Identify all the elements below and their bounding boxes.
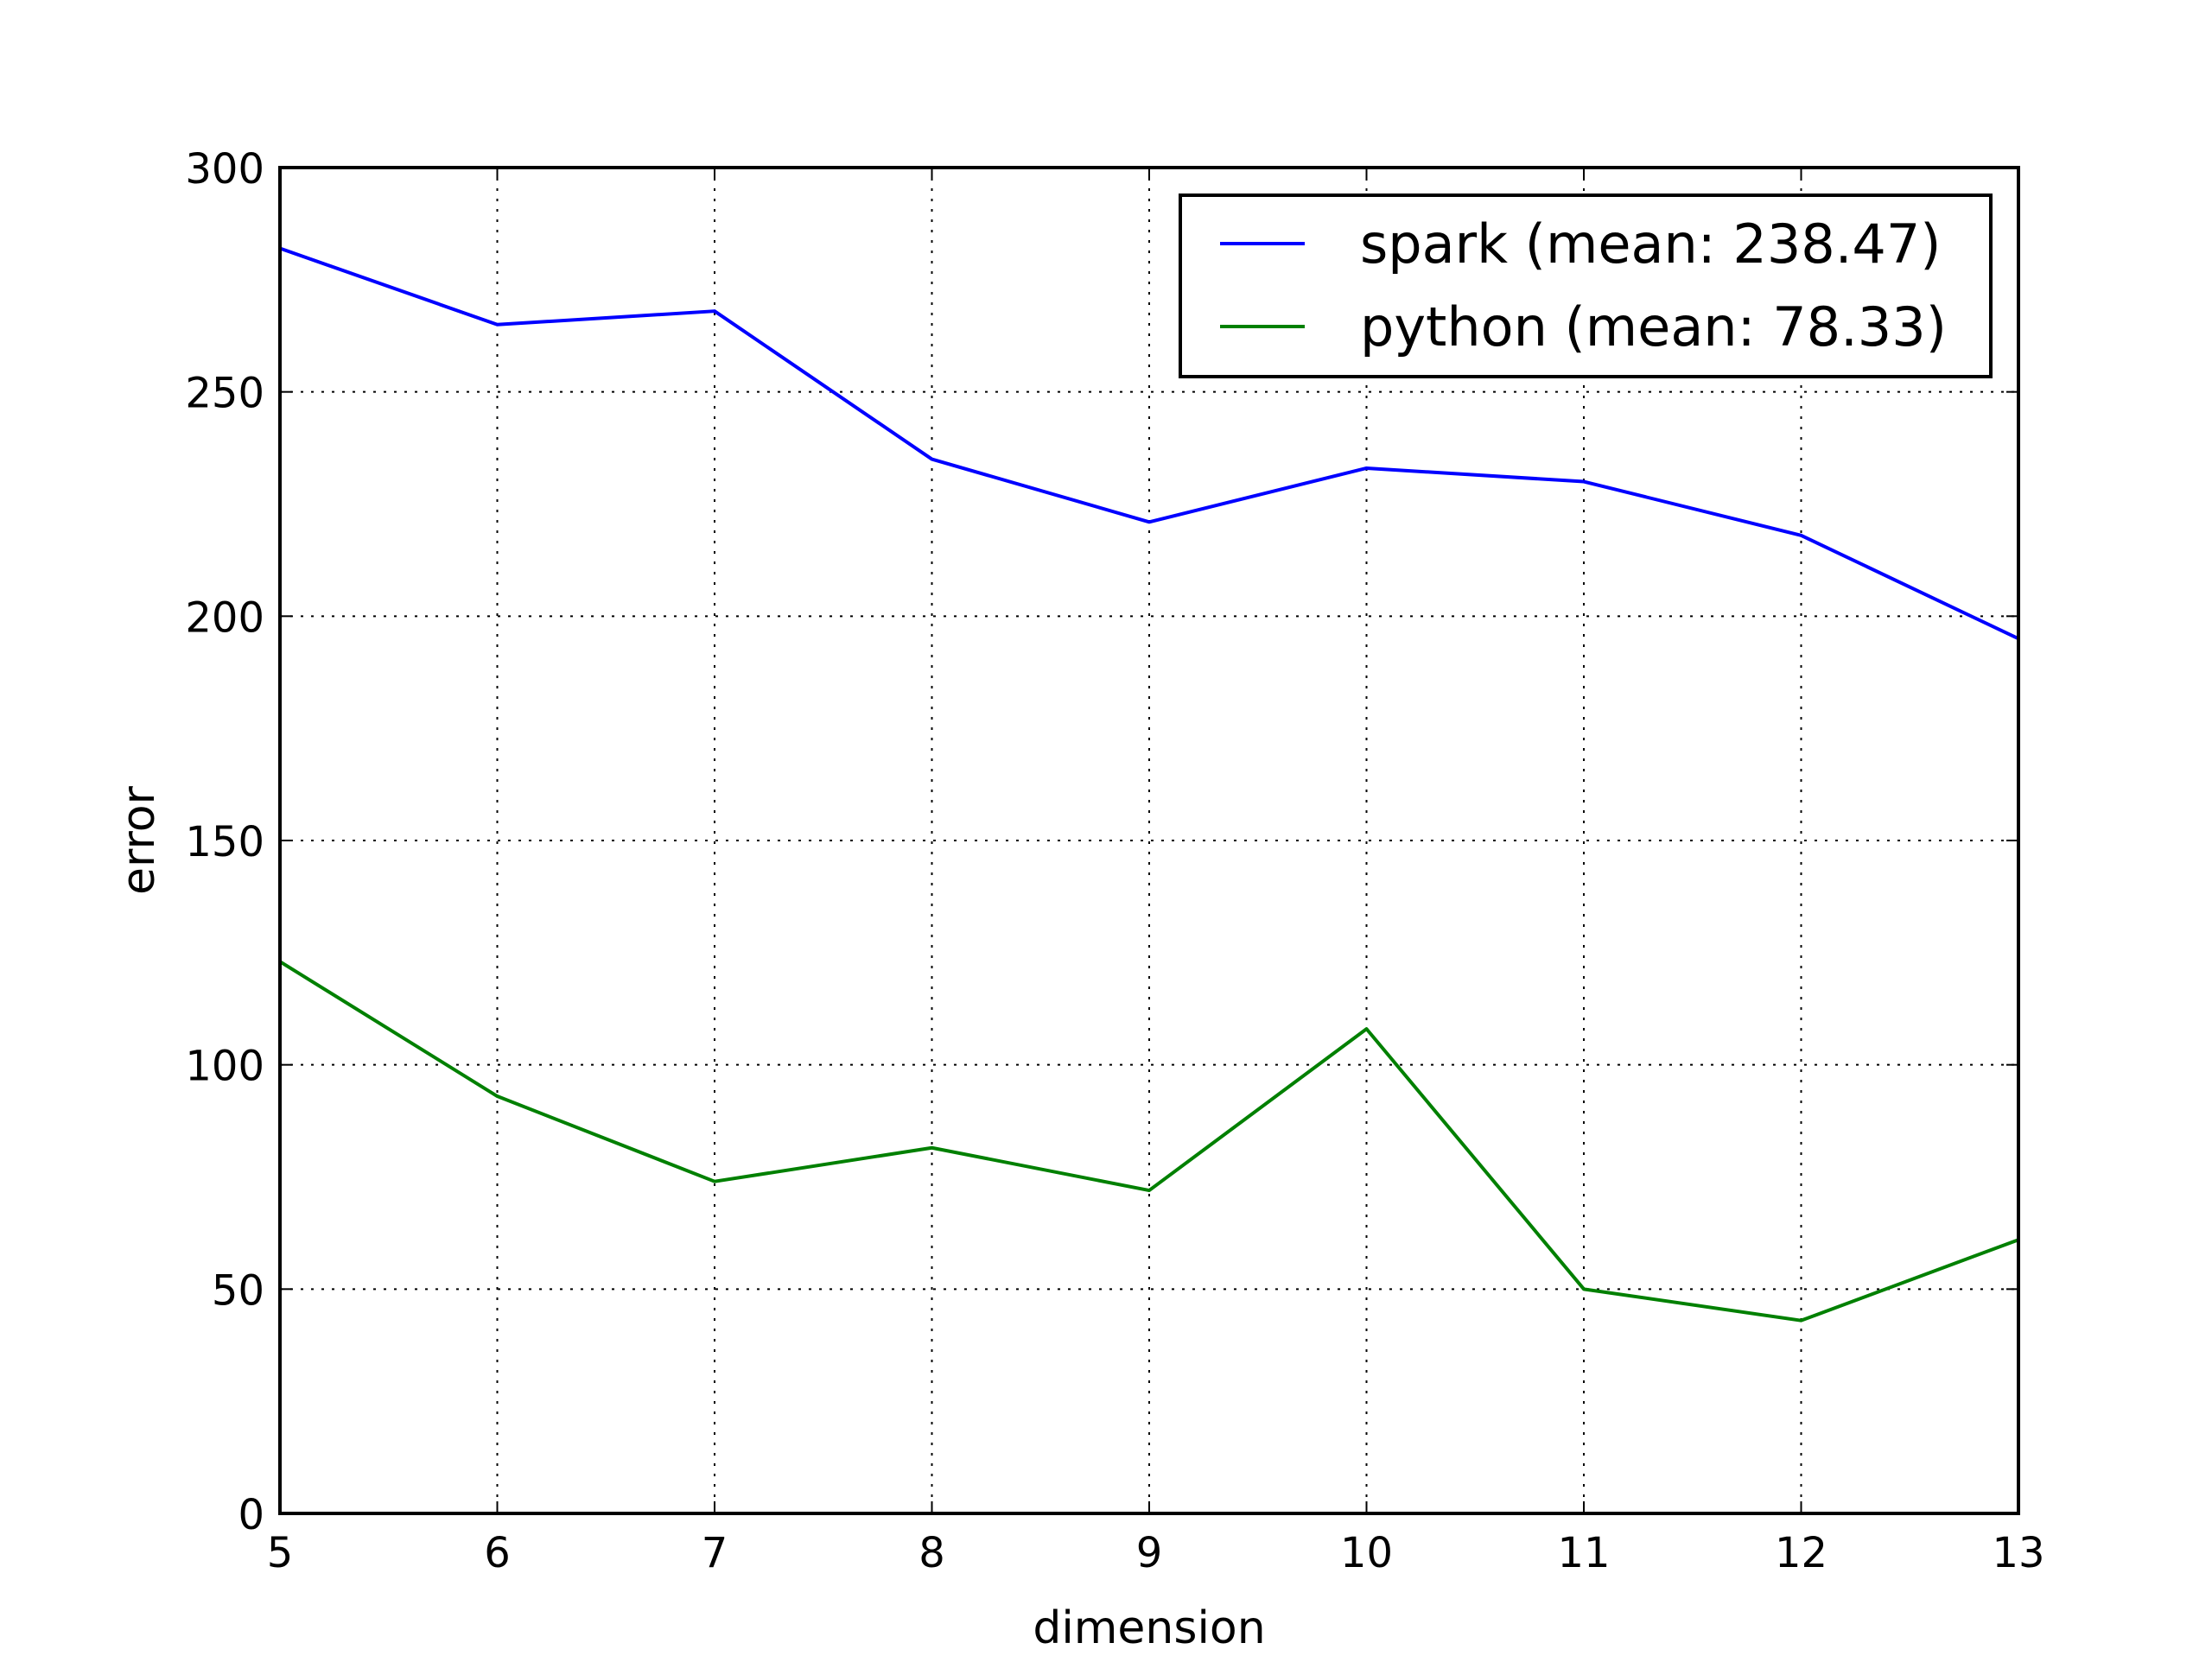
legend: spark (mean: 238.47) python (mean: 78.33… <box>1179 193 1993 378</box>
legend-label-python: python (mean: 78.33) <box>1360 295 1947 358</box>
x-tick-label: 9 <box>1136 1529 1163 1577</box>
x-tick-label: 13 <box>1992 1529 2044 1577</box>
series-lines <box>278 246 2019 1323</box>
tick-labels: 5 6 7 8 9 10 11 12 13 0 50 100 150 200 250 300 <box>185 145 2044 1577</box>
x-tick-label: 11 <box>1557 1529 1610 1577</box>
series-line-python <box>278 960 2019 1323</box>
legend-box <box>1179 193 1993 378</box>
y-tick-label: 200 <box>185 593 264 642</box>
x-tick-label: 8 <box>918 1529 945 1577</box>
x-tick-label: 10 <box>1340 1529 1393 1577</box>
y-tick-label: 100 <box>185 1043 264 1091</box>
y-axis-label: error <box>113 785 165 895</box>
y-tick-label: 250 <box>185 370 264 418</box>
series-line-spark <box>279 246 2019 641</box>
x-tick-label: 5 <box>267 1529 294 1577</box>
y-tick-label: 150 <box>185 818 264 866</box>
axis-ticks <box>279 167 2019 1514</box>
y-tick-label: 50 <box>212 1266 264 1315</box>
legend-label-spark: spark (mean: 238.47) <box>1360 213 1942 276</box>
y-tick-label: 0 <box>238 1491 264 1539</box>
x-tick-label: 6 <box>484 1529 511 1577</box>
x-axis-label: dimension <box>1033 1602 1265 1654</box>
x-tick-label: 7 <box>702 1529 728 1577</box>
x-tick-label: 12 <box>1775 1529 1827 1577</box>
y-tick-label: 300 <box>185 145 264 193</box>
